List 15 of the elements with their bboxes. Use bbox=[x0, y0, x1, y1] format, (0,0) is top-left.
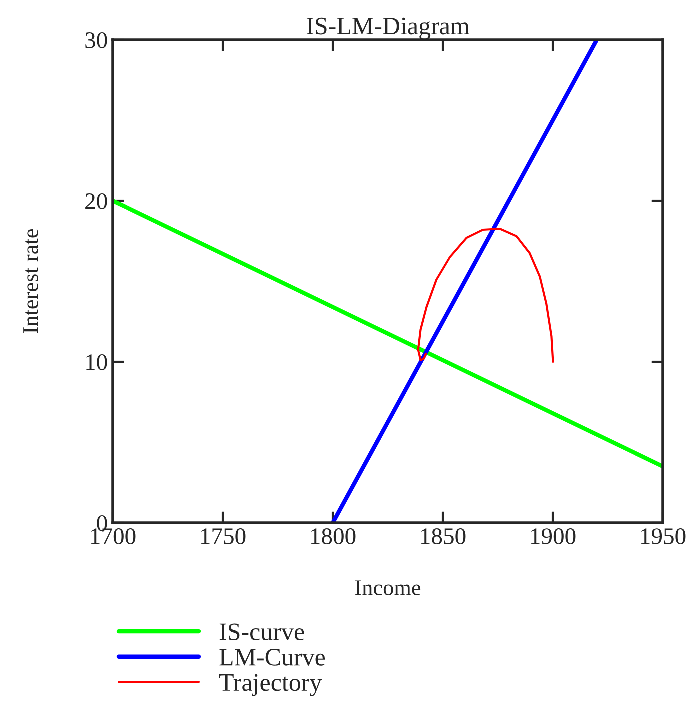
legend-label: Trajectory bbox=[219, 674, 322, 696]
x-tick-label: 1950 bbox=[641, 528, 686, 544]
x-tick-label: 1900 bbox=[531, 528, 576, 544]
y-tick-label: 10 bbox=[86, 354, 108, 370]
legend-label: LM-Curve bbox=[220, 649, 326, 666]
chart-title: IS-LM-Diagram bbox=[306, 18, 470, 40]
x-axis-title: Income bbox=[355, 580, 421, 596]
x-tick-label: 1800 bbox=[311, 528, 356, 544]
y-tick-label: 20 bbox=[86, 193, 108, 210]
line-series bbox=[417, 228, 554, 364]
x-tick-label: 1850 bbox=[421, 528, 466, 544]
y-tick-label: 30 bbox=[86, 32, 108, 48]
x-tick-label: 1750 bbox=[201, 528, 246, 544]
y-axis-title: Interest rate bbox=[24, 230, 38, 334]
legend-label: IS-curve bbox=[220, 624, 304, 641]
